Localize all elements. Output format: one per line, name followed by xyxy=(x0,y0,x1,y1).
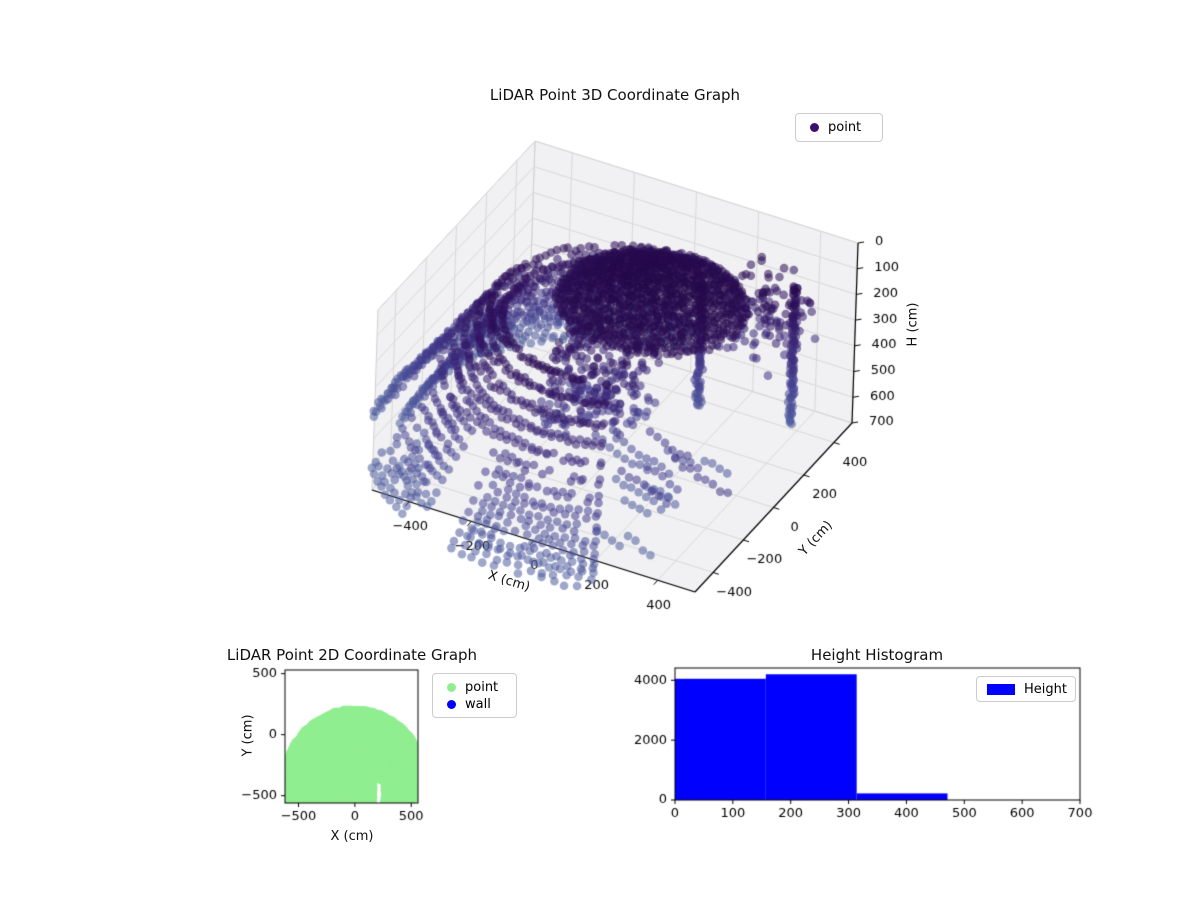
legend-label: wall xyxy=(465,696,491,712)
legend-label: Height xyxy=(1024,681,1067,697)
legend-label: point xyxy=(465,679,499,695)
plot2d-legend: point wall xyxy=(432,673,517,718)
legend-row: point xyxy=(441,679,508,696)
point-marker-icon xyxy=(447,682,456,692)
plot3d-haxis-label: H (cm) xyxy=(905,302,921,347)
histogram-title: Height Histogram xyxy=(810,646,944,664)
point-marker-icon xyxy=(810,123,819,132)
height-swatch-icon xyxy=(987,683,1015,695)
plot2d-yaxis-label: Y (cm) xyxy=(240,714,256,757)
histogram-legend: Height xyxy=(976,676,1076,702)
plot2d-xaxis-label: X (cm) xyxy=(330,829,374,844)
legend-row: wall xyxy=(441,696,508,713)
plot2d-title: LiDAR Point 2D Coordinate Graph xyxy=(226,646,478,664)
legend-row: point xyxy=(804,119,874,136)
legend-row: Height xyxy=(985,681,1067,698)
plot3d-legend: point xyxy=(795,113,883,142)
legend-label: point xyxy=(828,120,862,135)
wall-marker-icon xyxy=(447,699,456,709)
plot3d-title: LiDAR Point 3D Coordinate Graph xyxy=(489,86,741,104)
